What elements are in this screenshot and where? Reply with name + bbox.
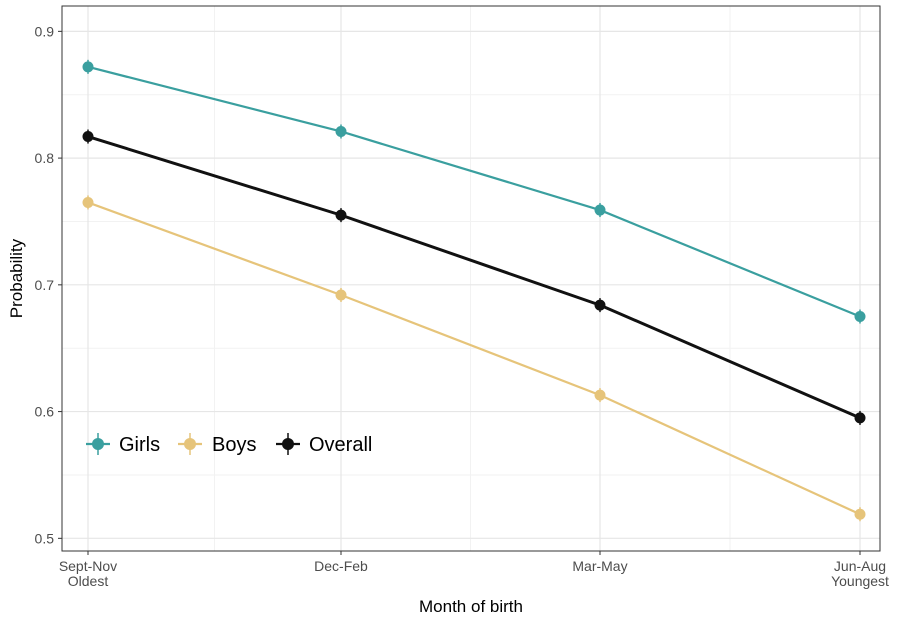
series-line-girls bbox=[87, 65, 861, 318]
series-boys bbox=[82, 195, 866, 522]
series-overall bbox=[82, 129, 866, 425]
data-point-overall bbox=[594, 299, 606, 311]
data-point-girls bbox=[82, 61, 94, 73]
legend-label: Girls bbox=[119, 434, 160, 456]
x-axis-tick-labels: Sept-Nov Oldest Dec-Feb Mar-May Jun-Aug Young… bbox=[59, 558, 889, 589]
y-tick-label: 0.6 bbox=[35, 404, 55, 420]
legend-key-point bbox=[92, 438, 104, 450]
series-girls bbox=[82, 59, 866, 324]
x-tick-label: Sept-Nov Oldest bbox=[59, 558, 117, 589]
series-line-boys bbox=[87, 201, 861, 516]
data-point-girls bbox=[854, 311, 866, 323]
data-point-overall bbox=[854, 412, 866, 424]
legend-label: Overall bbox=[309, 434, 372, 456]
y-tick-label: 0.5 bbox=[35, 530, 55, 546]
data-point-girls bbox=[335, 125, 347, 137]
data-point-overall bbox=[82, 131, 94, 143]
plot-panel-border bbox=[61, 5, 881, 552]
legend-label: Boys bbox=[212, 434, 256, 456]
x-tick-label: Dec-Feb bbox=[314, 558, 368, 574]
data-point-overall bbox=[335, 209, 347, 221]
y-tick-label: 0.8 bbox=[35, 150, 55, 166]
y-axis-title: Probability bbox=[7, 238, 26, 318]
legend-item-boys: Boys bbox=[178, 433, 256, 456]
y-axis-tick-labels: 0.5 0.6 0.7 0.8 0.9 bbox=[35, 23, 55, 546]
legend-key-point bbox=[282, 438, 294, 450]
series-line-overall bbox=[87, 135, 861, 420]
y-tick-label: 0.9 bbox=[35, 23, 55, 39]
data-point-boys bbox=[335, 289, 347, 301]
data-point-girls bbox=[594, 204, 606, 216]
legend-item-girls: Girls bbox=[86, 433, 160, 456]
legend-key-point bbox=[184, 438, 196, 450]
data-point-boys bbox=[854, 508, 866, 520]
axis-ticks bbox=[58, 30, 861, 555]
x-tick-label: Mar-May bbox=[572, 558, 627, 574]
y-tick-label: 0.7 bbox=[35, 277, 55, 293]
x-tick-label: Jun-Aug Youngest bbox=[831, 558, 889, 589]
data-point-boys bbox=[82, 196, 94, 208]
data-point-boys bbox=[594, 389, 606, 401]
series-layer bbox=[82, 59, 866, 522]
legend-item-overall: Overall bbox=[276, 433, 372, 456]
legend: Girls Boys Overall bbox=[86, 433, 372, 456]
grid-lines bbox=[62, 6, 880, 551]
x-axis-title: Month of birth bbox=[419, 597, 523, 616]
